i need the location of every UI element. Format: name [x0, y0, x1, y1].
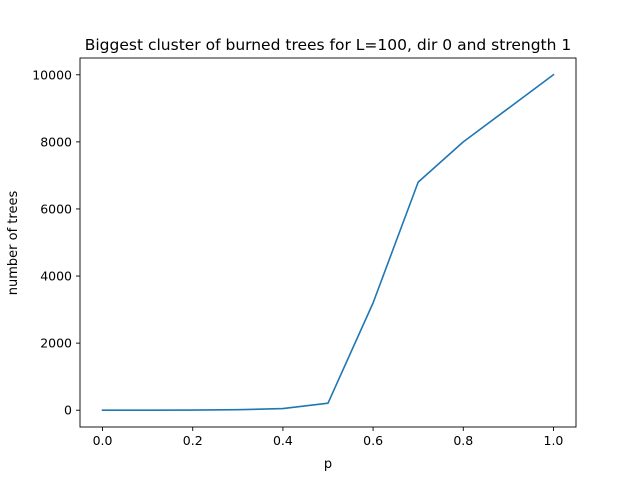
x-tick-label: 0.6 — [363, 433, 383, 448]
y-tick-label: 4000 — [40, 269, 72, 284]
x-tick-label: 0.8 — [453, 433, 473, 448]
plot-frame — [79, 57, 577, 428]
y-tick-label: 0 — [64, 403, 72, 418]
x-tick-label: 0.2 — [183, 433, 203, 448]
y-axis-label: number of trees — [6, 191, 21, 296]
y-tick-label: 8000 — [40, 134, 72, 149]
x-tick-label: 0.0 — [93, 433, 113, 448]
y-axis: 0 2000 4000 6000 8000 10000 — [32, 67, 80, 418]
y-tick-label: 2000 — [40, 336, 72, 351]
x-tick-label: 1.0 — [544, 433, 564, 448]
y-tick-label: 10000 — [32, 67, 72, 82]
x-axis-label: p — [324, 457, 332, 472]
y-tick-label: 6000 — [40, 201, 72, 216]
series-line-1 — [101, 73, 555, 411]
plot-area — [79, 57, 577, 428]
x-axis: 0.0 0.2 0.4 0.6 0.8 1.0 — [93, 427, 564, 448]
chart-title: Biggest cluster of burned trees for L=10… — [85, 36, 572, 54]
x-tick-label: 0.4 — [273, 433, 293, 448]
